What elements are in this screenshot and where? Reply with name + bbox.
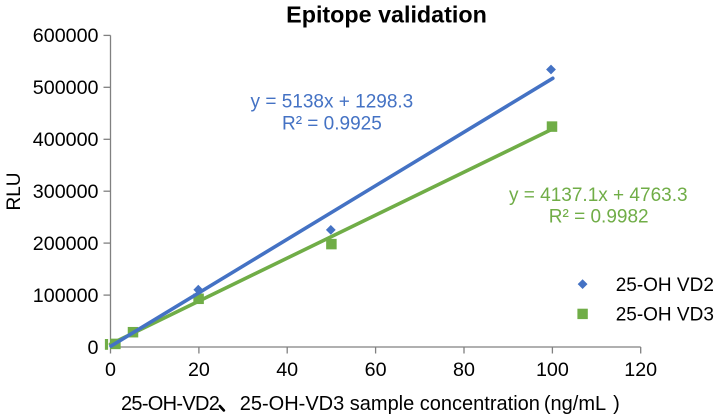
svg-text:100000: 100000: [33, 285, 99, 307]
svg-text:0: 0: [105, 359, 116, 381]
svg-text:600000: 600000: [33, 25, 99, 47]
svg-text:80: 80: [453, 359, 475, 381]
svg-text:200000: 200000: [33, 233, 99, 255]
svg-text:25-OH VD2: 25-OH VD2: [616, 275, 714, 296]
svg-text:Epitope validation: Epitope validation: [286, 2, 487, 28]
svg-text:500000: 500000: [33, 77, 99, 99]
svg-text:20: 20: [188, 359, 210, 381]
svg-text:0: 0: [88, 337, 99, 359]
svg-text:300000: 300000: [33, 181, 99, 203]
svg-text:40: 40: [276, 359, 298, 381]
svg-text:100: 100: [536, 359, 569, 381]
svg-text:y = 5138x + 1298.3: y = 5138x + 1298.3: [251, 92, 414, 113]
svg-text:400000: 400000: [33, 129, 99, 151]
svg-text:y = 4137.1x + 4763.3: y = 4137.1x + 4763.3: [509, 185, 688, 206]
svg-text:60: 60: [365, 359, 387, 381]
svg-text:120: 120: [624, 359, 657, 381]
svg-text:25-OH-VD2,25-OH-VD3 sample con: 25-OH-VD2, 25-OH-VD3 sample concentration…: [121, 393, 620, 415]
svg-text:R² = 0.9925: R² = 0.9925: [282, 113, 382, 134]
svg-text:25-OH VD3: 25-OH VD3: [616, 305, 714, 326]
svg-text:R² = 0.9982: R² = 0.9982: [549, 206, 649, 227]
svg-text:RLU: RLU: [4, 172, 25, 210]
